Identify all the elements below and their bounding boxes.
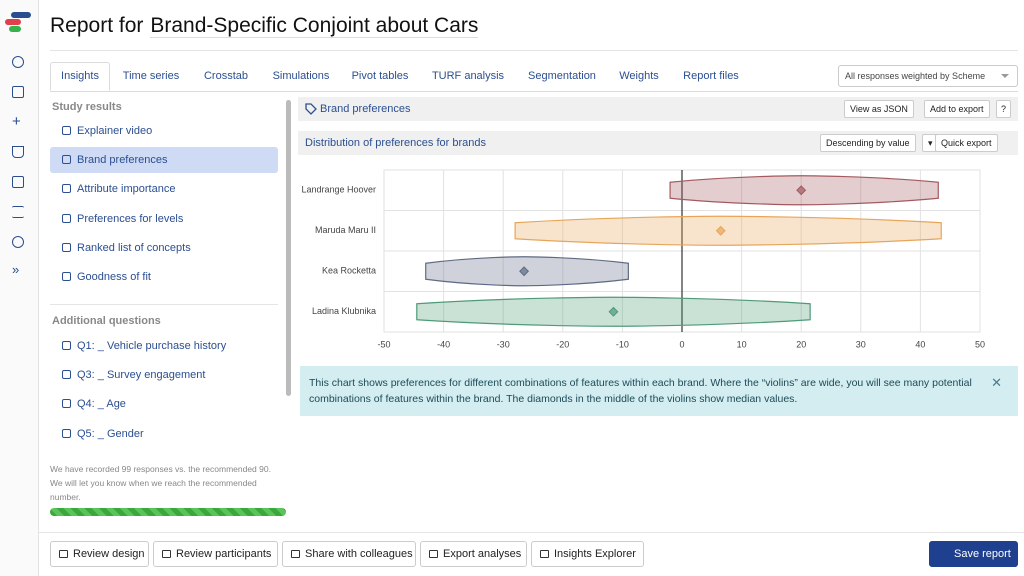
median-diamond [519,266,530,277]
tag-icon [305,103,317,115]
tab[interactable]: Insights [50,62,110,91]
report-title: Report for Brand-Specific Conjoint about … [50,14,479,38]
question-item[interactable]: Q1: _ Vehicle purchase history [50,333,278,359]
add-export-button[interactable]: Add to export [924,100,990,118]
question-item[interactable]: Q3: _ Survey engagement [50,362,278,388]
x-tick-label: -20 [556,339,569,349]
median-diamond [608,306,619,317]
tab-bar: Insights Time series Crosstab Simulations Pi… [50,62,1018,92]
sort-select[interactable]: Descending by value [820,134,916,152]
divider [50,50,1018,51]
title-prefix: Report for [50,14,144,37]
profile-icon[interactable] [12,56,24,68]
panel-title: Brand preferences [320,103,411,115]
chart-title: Distribution of preferences for brands [305,137,486,149]
expand-icon[interactable]: » [12,262,20,277]
tab[interactable]: Pivot tables [351,70,409,82]
x-tick-label: -10 [616,339,629,349]
x-tick-label: 20 [796,339,806,349]
sidebar-item[interactable]: Brand preferences [50,147,278,174]
median-diamond [796,185,807,196]
section-heading: Study results [52,101,122,113]
response-note: We have recorded 99 responses vs. the re… [50,464,271,502]
x-tick-label: -30 [497,339,510,349]
violin [514,215,942,246]
tab[interactable]: Weights [619,70,659,82]
sidebar-item[interactable]: Goodness of fit [50,264,278,290]
y-tick-label: Maruda Maru II [315,225,376,235]
x-tick-label: 10 [737,339,747,349]
section-heading: Additional questions [52,315,161,327]
logo [5,12,31,32]
sidebar: Study results Explainer video Brand prefer… [50,96,286,526]
sidebar-item[interactable]: Preferences for levels [50,206,278,232]
tab[interactable]: Segmentation [528,70,596,82]
menu-icon[interactable] [12,206,24,218]
panel-header: Brand preferences View as JSON Add to ex… [298,97,1018,121]
tab[interactable]: Crosstab [203,70,249,82]
footer-button[interactable]: Export analyses [420,541,527,567]
tab[interactable]: Simulations [272,70,330,82]
y-tick-label: Landrange Hoover [301,185,376,195]
scrollbar[interactable] [286,100,291,396]
info-text: This chart shows preferences for differe… [309,377,972,405]
question-item[interactable]: Q5: _ Gender [50,421,278,447]
add-icon[interactable]: + [12,113,21,130]
x-tick-label: -40 [437,339,450,349]
weighting-select[interactable]: All responses weighted by Scheme [838,65,1018,87]
tab[interactable]: Time series [122,70,180,82]
studies-icon[interactable] [12,86,24,98]
save-button[interactable]: Save report [929,541,1018,567]
sort-toggle[interactable]: ▾ [922,134,939,152]
x-tick-label: -50 [377,339,390,349]
separator [50,304,278,305]
sidebar-item[interactable]: Ranked list of concepts [50,235,278,261]
question-item[interactable]: Q4: _ Age [50,391,278,417]
y-tick-label: Ladina Klubnika [312,306,376,316]
quick-export-button[interactable]: Quick export [935,134,998,152]
violin-chart: -50 -40 -30 -20 -10 0 10 20 30 40 50 Landrange Hoov… [301,169,985,349]
view-json-button[interactable]: View as JSON [844,100,914,118]
footer-button[interactable]: Share with colleagues [282,541,416,567]
x-tick-label: 0 [679,339,684,349]
x-tick-label: 30 [856,339,866,349]
divider [38,532,1024,533]
y-tick-label: Kea Rocketta [322,266,376,276]
tab[interactable]: Report files [683,70,739,82]
tab[interactable]: TURF analysis [431,70,505,82]
lab-icon[interactable] [12,146,24,158]
median-diamond [715,225,726,236]
progress-bar [50,508,286,516]
footer-button[interactable]: Insights Explorer [531,541,644,567]
footer-button[interactable]: Review participants [153,541,278,567]
x-tick-label: 40 [915,339,925,349]
help-icon[interactable] [12,236,24,248]
info-box: This chart shows preferences for differe… [300,366,1018,416]
study-name[interactable]: Brand-Specific Conjoint about Cars [150,14,479,38]
sidebar-item[interactable]: Explainer video [50,118,278,144]
sidebar-item[interactable]: Attribute importance [50,176,278,202]
help-button[interactable]: ? [996,100,1012,118]
chart-header: Distribution of preferences for brands D… [298,131,1018,155]
close-button[interactable]: ✕ [991,375,1002,390]
book-icon[interactable] [12,176,24,188]
footer-button[interactable]: Review design [50,541,149,567]
x-tick-label: 50 [975,339,985,349]
nav-rail: + » [0,0,39,576]
